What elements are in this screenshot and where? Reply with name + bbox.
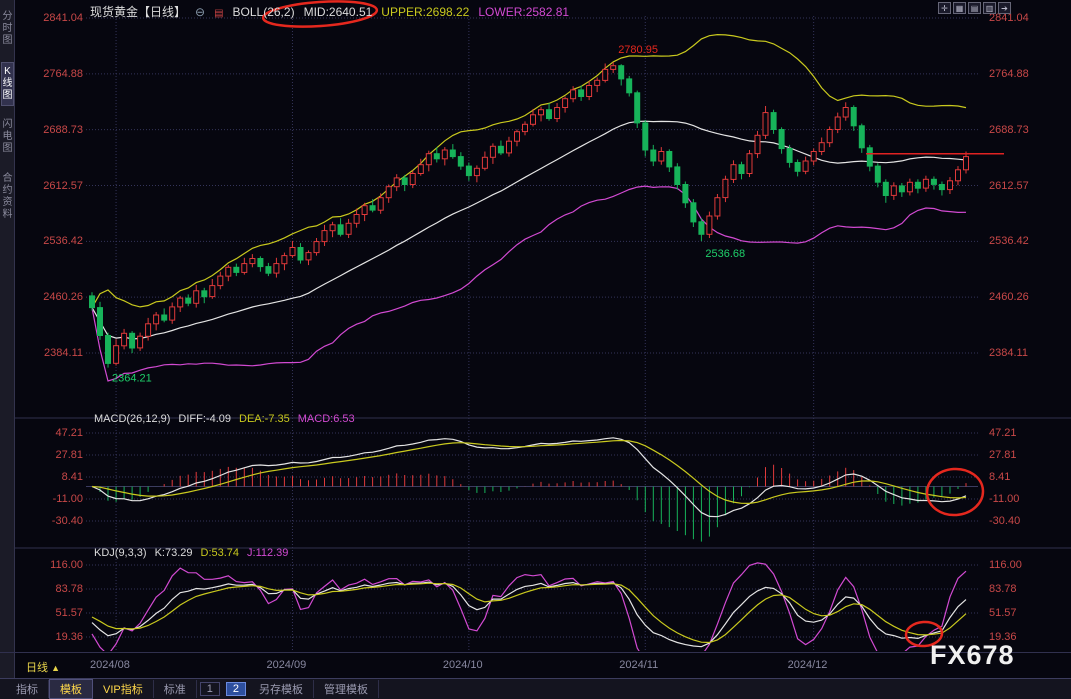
kdj-axis-label-left: 83.78: [55, 583, 83, 595]
corner-icon-1[interactable]: ✛: [938, 2, 951, 14]
chart-header: 现货黄金【日线】 ⊖ ▤ BOLL(26,2) MID:2640.51 UPPER:269…: [90, 3, 578, 19]
kdj-title: KDJ(9,3,3): [94, 547, 147, 559]
macd-diff-value: DIFF:-4.09: [178, 413, 231, 425]
toolbar-item-2[interactable]: 模板: [49, 679, 93, 699]
macd-histogram: [99, 464, 967, 542]
price-axis-label-right: 2688.73: [989, 123, 1029, 136]
price-axis-label-right: 2460.26: [989, 291, 1029, 304]
toolbar-item-4[interactable]: 标准: [154, 680, 197, 698]
key-price-annotation: 2536.68: [705, 248, 745, 260]
price-axis-label-left: 2841.04: [43, 12, 83, 24]
macd-axis-label-left: -30.40: [51, 515, 83, 527]
toolbar-item-8[interactable]: 管理模板: [314, 680, 379, 698]
corner-toolbar: ✛ ▦ ▤ ▥ ➔: [936, 2, 1011, 14]
hand-drawn-highlight-circle: [925, 467, 985, 517]
chart-canvas[interactable]: 2780.95 2536.68 2364.21: [0, 0, 1071, 652]
price-axis-label-right: 2612.57: [989, 179, 1029, 192]
hand-drawn-highlight-circle: [261, 0, 379, 28]
date-label: 2024/09: [266, 659, 307, 671]
toolbar-item-1[interactable]: 指标: [6, 680, 49, 698]
macd-diff-line: [91, 437, 967, 518]
date-label: 2024/10: [442, 659, 483, 671]
price-axis-label-right: 2536.42: [989, 235, 1029, 248]
macd-header: MACD(26,12,9) DIFF:-4.09 DEA:-7.35 MACD:6.5…: [94, 413, 363, 425]
boll-lower-band: [91, 185, 967, 382]
kdj-axis-label-right: 19.36: [989, 631, 1017, 643]
kdj-k-line: [91, 581, 967, 648]
price-axis-label-right: 2384.11: [989, 347, 1028, 359]
toolbar-item-5[interactable]: 1: [199, 682, 220, 696]
price-axis-label-left: 2536.42: [43, 235, 83, 248]
boll-lower-value: LOWER:2582.81: [478, 5, 570, 19]
date-label: 2024/12: [787, 659, 828, 671]
macd-axis-label-left: -11.00: [52, 493, 83, 505]
period-label: 日线: [26, 662, 48, 674]
kdj-axis-label-right: 116.00: [989, 559, 1022, 571]
sidebar-tab-contract-info[interactable]: 合约资料: [2, 173, 13, 220]
date-label: 2024/11: [619, 659, 659, 671]
hand-drawn-highlight-circle: [904, 620, 944, 648]
key-price-annotation: 2364.21: [112, 373, 152, 385]
corner-icon-4[interactable]: ▥: [983, 2, 996, 14]
candlestick-layer: [89, 62, 969, 368]
macd-title: MACD(26,12,9): [94, 413, 171, 425]
toolbar-item-7[interactable]: 另存模板: [249, 680, 314, 698]
symbol-title: 现货黄金【日线】: [90, 5, 187, 19]
price-axis-label-left: 2764.88: [43, 67, 83, 80]
kdj-axis-label-right: 51.57: [989, 607, 1017, 619]
collapse-icon[interactable]: ⊖: [195, 5, 206, 19]
kdj-k-value: K:73.29: [154, 547, 193, 559]
corner-icon-5[interactable]: ➔: [998, 2, 1011, 14]
kdj-axis-label-left: 51.57: [55, 607, 83, 619]
bottom-toolbar: 指标 模板 VIP指标 标准 1 2 另存模板 管理模板: [0, 678, 1071, 699]
macd-axis-label-right: -30.40: [989, 515, 1021, 527]
boll-mid-band: [91, 120, 967, 340]
macd-axis-label-right: 8.41: [989, 471, 1011, 483]
price-axis-label-left: 2384.11: [44, 347, 83, 359]
key-price-annotation: 2780.95: [618, 44, 658, 56]
toolbar-item-6[interactable]: 2: [225, 682, 246, 696]
boll-mid-value: MID:2640.51: [303, 5, 373, 19]
kdj-d-line: [91, 582, 967, 644]
kdj-j-value: J:112.39: [247, 547, 289, 559]
price-axis-label-left: 2688.73: [43, 123, 83, 136]
macd-axis-label-left: 27.81: [55, 449, 83, 461]
kdj-axis-label-left: 116.00: [50, 559, 83, 571]
kdj-axis-label-left: 19.36: [55, 631, 83, 643]
indicator-icon[interactable]: ▤: [214, 8, 224, 19]
watermark: FX678: [930, 640, 1015, 670]
price-axis-label-right: 2841.04: [989, 12, 1029, 24]
boll-upper-value: UPPER:2698.22: [381, 5, 470, 19]
macd-axis-label-left: 8.41: [61, 471, 83, 483]
price-axis-label-left: 2612.57: [43, 179, 83, 192]
macd-dea-line: [91, 439, 967, 505]
sidebar-tab-time-chart[interactable]: 分时图: [2, 11, 13, 46]
boll-upper-band: [91, 33, 967, 308]
macd-axis-label-right: 27.81: [989, 449, 1017, 461]
boll-label: BOLL(26,2): [232, 5, 295, 19]
toolbar-item-3[interactable]: VIP指标: [93, 680, 154, 698]
kdj-d-value: D:53.74: [200, 547, 240, 559]
macd-axis-label-right: 47.21: [989, 427, 1017, 439]
kdj-header: KDJ(9,3,3) K:73.29 D:53.74 J:112.39: [94, 547, 296, 559]
price-axis-label-left: 2460.26: [43, 291, 83, 304]
sidebar-tab-flash-chart[interactable]: 闪电图: [2, 119, 13, 154]
time-axis: 日线 ▲ 2024/08 2024/09 2024/10 2024/11 2024/12: [0, 652, 1071, 678]
date-label: 2024/08: [90, 659, 130, 671]
macd-axis-label-right: -11.00: [989, 493, 1020, 505]
corner-icon-2[interactable]: ▦: [953, 2, 966, 14]
kdj-j-line: [91, 562, 967, 651]
period-selector[interactable]: 日线 ▲: [26, 659, 60, 675]
kdj-axis-label-right: 83.78: [989, 583, 1017, 595]
macd-axis-label-left: 47.21: [55, 427, 83, 439]
macd-macd-value: MACD:6.53: [297, 413, 355, 425]
corner-icon-3[interactable]: ▤: [968, 2, 981, 14]
price-axis-label-right: 2764.88: [989, 67, 1029, 80]
macd-dea-value: DEA:-7.35: [239, 413, 290, 425]
period-arrow-icon: ▲: [51, 663, 60, 673]
